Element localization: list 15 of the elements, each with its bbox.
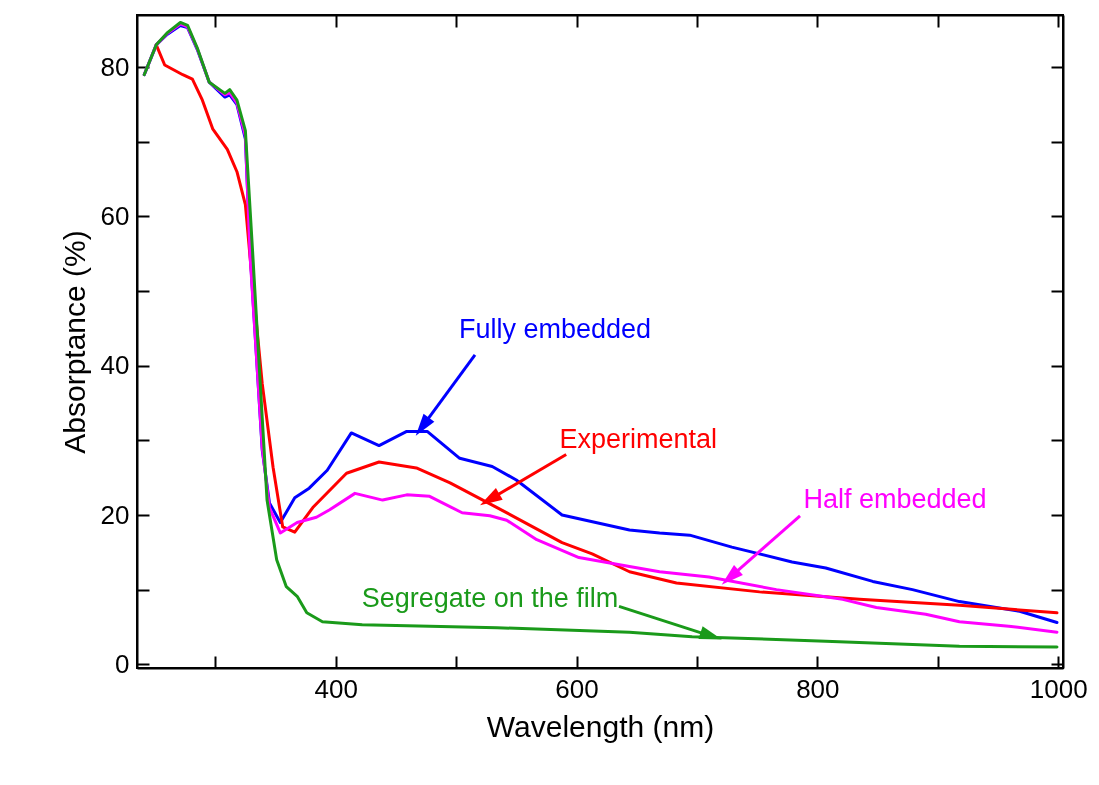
- y-tick-label: 40: [100, 350, 130, 381]
- y-tick-label: 20: [100, 499, 130, 530]
- annotation: Experimental: [559, 423, 717, 454]
- x-axis-title: Wavelength (nm): [486, 709, 715, 743]
- y-tick-label: 60: [100, 201, 130, 231]
- y-tick-label: 0: [115, 648, 130, 679]
- annotation: Half embedded: [803, 483, 987, 514]
- x-tick-label: 1000: [1029, 673, 1088, 704]
- x-tick-label: 600: [555, 673, 599, 704]
- annotation: Fully embedded: [458, 313, 652, 344]
- y-axis-title: Absorptance (%): [57, 230, 91, 454]
- x-tick-label: 400: [314, 673, 358, 704]
- x-tick-label: 800: [796, 673, 840, 704]
- annotation: Segregate on the film: [361, 583, 619, 614]
- y-tick-label: 80: [100, 51, 130, 82]
